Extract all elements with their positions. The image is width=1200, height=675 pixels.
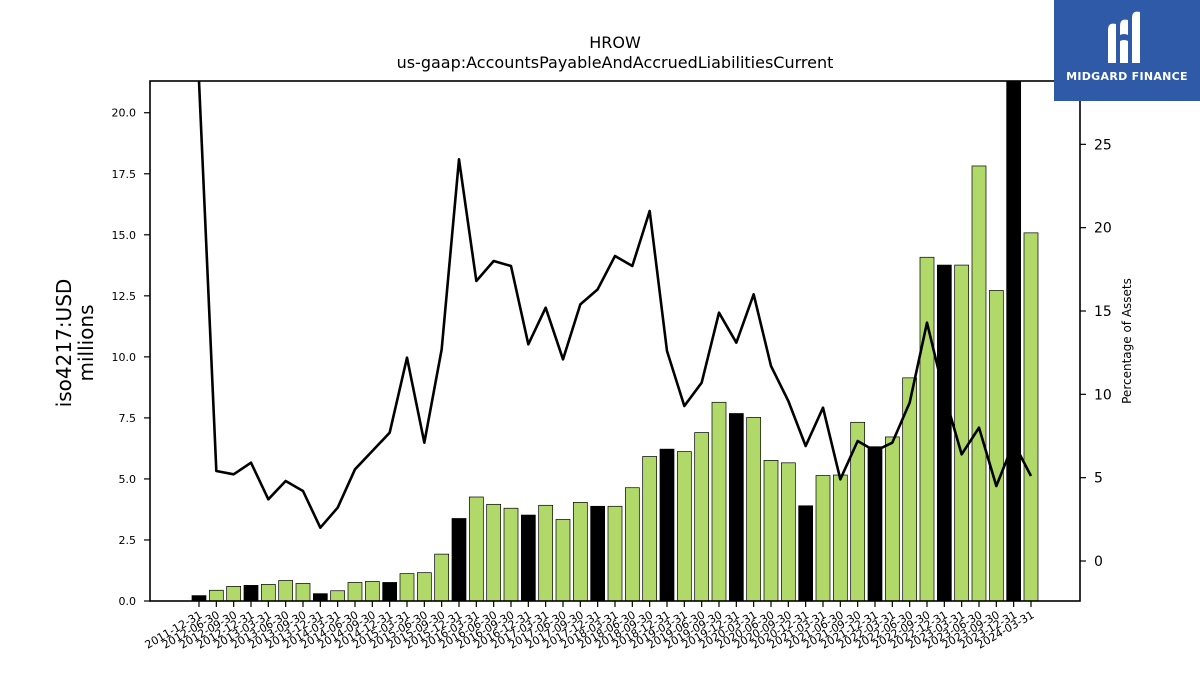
bar bbox=[711, 401, 727, 602]
bar bbox=[1006, 80, 1022, 602]
bar-series bbox=[191, 80, 1039, 602]
bar bbox=[434, 553, 450, 602]
bar bbox=[312, 593, 328, 602]
logo-text: MIDGARD FINANCE bbox=[1066, 70, 1188, 83]
bar bbox=[555, 519, 571, 602]
y-axis-right: 0 5 10 15 20 25 bbox=[1080, 137, 1112, 570]
chart-subtitle: us-gaap:AccountsPayableAndAccruedLiabili… bbox=[397, 53, 834, 72]
bar bbox=[295, 583, 311, 602]
x-axis: 2011-12-312012-06-302012-09-302012-12-31… bbox=[143, 601, 1037, 652]
bar bbox=[208, 589, 224, 602]
bar bbox=[226, 585, 242, 602]
bar bbox=[780, 462, 796, 602]
y-tick-label: 20.0 bbox=[112, 107, 137, 120]
bar bbox=[572, 502, 588, 602]
plot-frame bbox=[149, 80, 1081, 602]
bar bbox=[468, 496, 484, 602]
bar bbox=[243, 585, 259, 602]
bar bbox=[382, 582, 398, 602]
y-axis-label-line: millions bbox=[74, 304, 98, 381]
y-axis-left: 0.0 2.5 5.0 7.5 10.0 12.5 15.0 17.5 20.0 bbox=[112, 107, 150, 608]
bar bbox=[659, 448, 675, 602]
chart-title: HROW bbox=[589, 33, 641, 52]
y-tick-label: 0.0 bbox=[119, 595, 137, 608]
y-tick-label: 10.0 bbox=[112, 351, 137, 364]
y-tick-label: 12.5 bbox=[112, 290, 137, 303]
bar bbox=[919, 256, 935, 602]
bar bbox=[347, 582, 363, 602]
bar bbox=[1023, 232, 1039, 602]
bar bbox=[416, 572, 432, 602]
y-right-tick-label: 25 bbox=[1094, 137, 1112, 153]
bar bbox=[988, 290, 1004, 602]
bar bbox=[832, 474, 848, 602]
y-right-tick-label: 5 bbox=[1094, 471, 1103, 487]
y-right-tick-label: 0 bbox=[1094, 554, 1103, 570]
bar bbox=[746, 417, 762, 602]
y-axis-label-line: iso4217:USD bbox=[52, 279, 76, 408]
percentage-line bbox=[197, 80, 1033, 529]
y-tick-label: 7.5 bbox=[119, 412, 137, 425]
bar bbox=[330, 590, 346, 602]
y-tick-label: 15.0 bbox=[112, 229, 137, 242]
bar bbox=[260, 584, 276, 602]
bar bbox=[867, 446, 883, 602]
bar bbox=[694, 432, 710, 602]
y-axis-right-label: Percentage of Assets bbox=[1120, 278, 1134, 404]
bar bbox=[590, 505, 606, 602]
logo-mark-icon bbox=[1108, 11, 1140, 64]
bar bbox=[728, 413, 744, 602]
bar bbox=[520, 514, 536, 602]
bar bbox=[676, 451, 692, 602]
bar bbox=[607, 505, 623, 602]
bar bbox=[399, 573, 415, 602]
bar bbox=[503, 507, 519, 602]
y-tick-label: 17.5 bbox=[112, 168, 137, 181]
bar bbox=[971, 165, 987, 602]
bar bbox=[624, 487, 640, 602]
bar bbox=[486, 503, 502, 602]
bar bbox=[763, 460, 779, 602]
y-right-tick-label: 15 bbox=[1094, 304, 1112, 320]
y-axis-label: iso4217:USDmillions bbox=[52, 279, 98, 408]
bar bbox=[538, 504, 554, 602]
bar bbox=[884, 436, 900, 602]
y-tick-label: 2.5 bbox=[119, 534, 137, 547]
y-right-tick-label: 10 bbox=[1094, 387, 1112, 403]
y-tick-label: 5.0 bbox=[119, 473, 137, 486]
bar bbox=[364, 581, 380, 602]
midgard-finance-logo: MIDGARD FINANCE bbox=[1054, 0, 1200, 101]
bar bbox=[642, 456, 658, 602]
bar bbox=[451, 518, 467, 602]
bar bbox=[278, 580, 294, 602]
bar bbox=[815, 475, 831, 602]
bar bbox=[191, 595, 207, 602]
bar bbox=[798, 505, 814, 602]
bar bbox=[936, 264, 952, 602]
y-right-tick-label: 20 bbox=[1094, 221, 1112, 237]
